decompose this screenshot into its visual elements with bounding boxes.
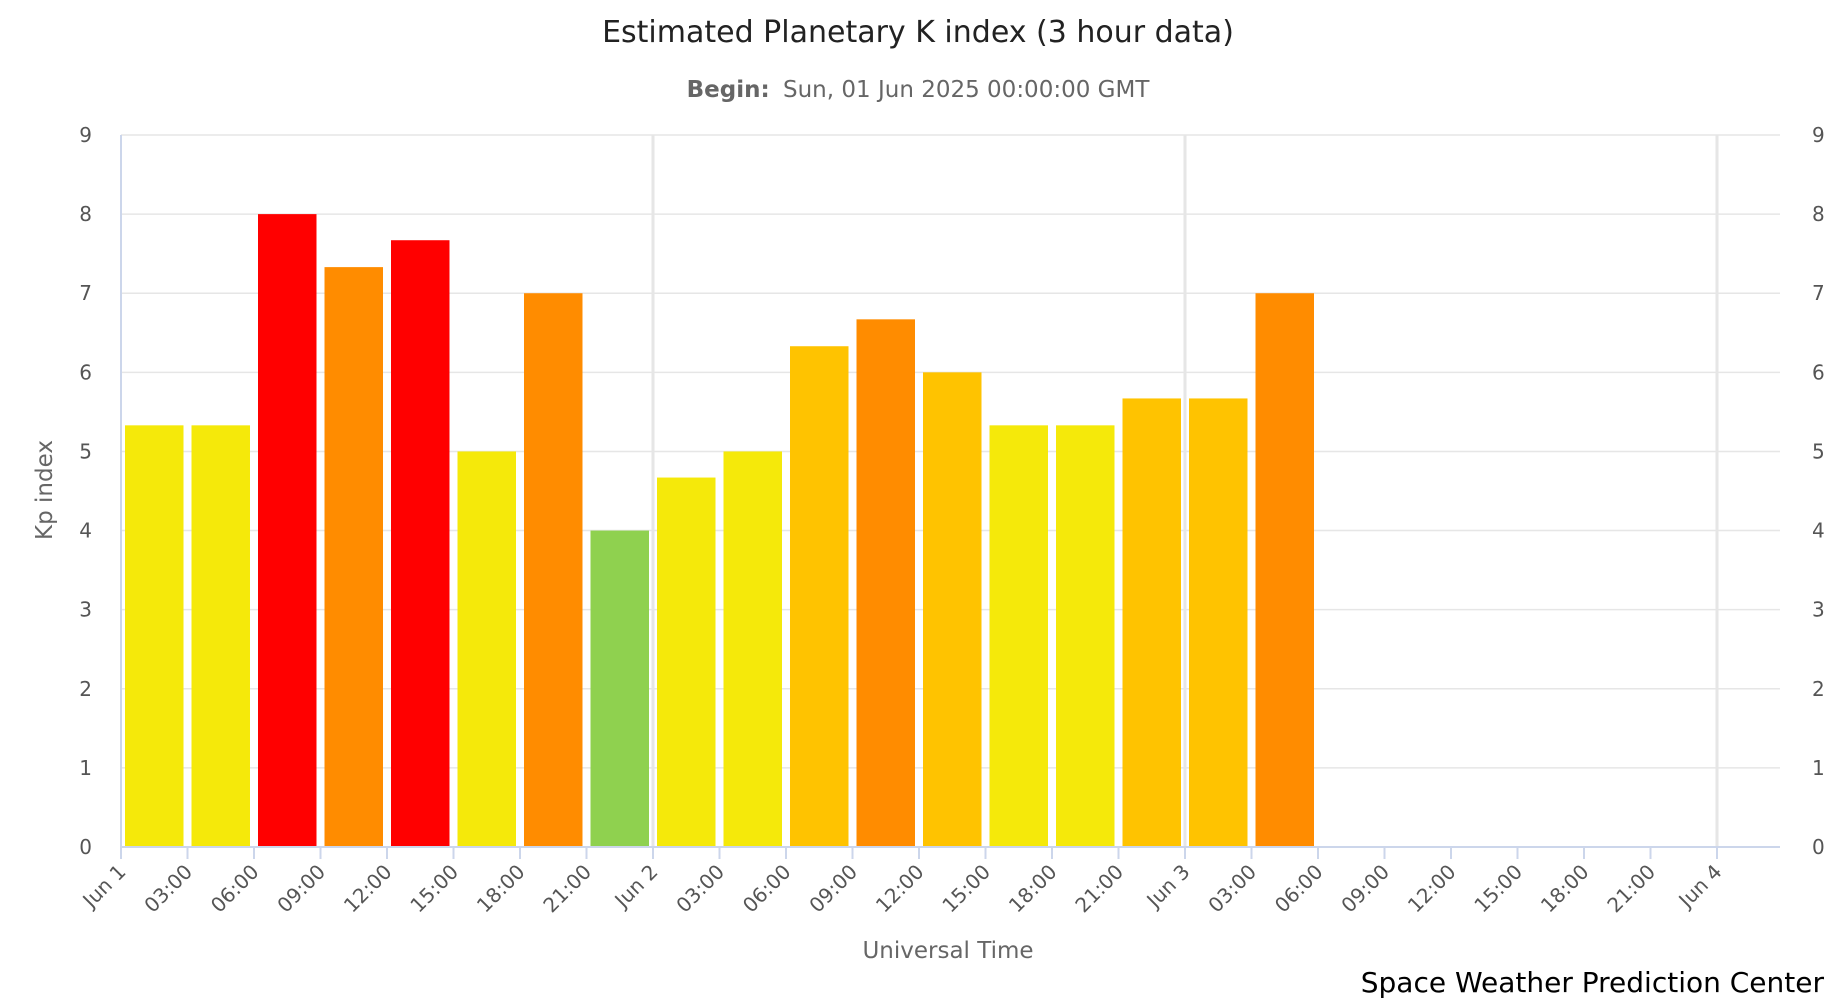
x-axis: Jun 1 03:00 06:00 09:00 12:00 15:00 18:00 21:00…	[77, 860, 1727, 918]
chart-subtitle: Begin: Sun, 01 Jun 2025 00:00:00 GMT	[687, 77, 1151, 103]
subtitle-value: Sun, 01 Jun 2025 00:00:00 GMT	[783, 77, 1150, 103]
y-tick-label-right: 7	[1812, 281, 1825, 305]
y-tick-label-left: 7	[79, 281, 92, 305]
kp-bar	[1056, 425, 1115, 847]
kp-bar	[324, 267, 383, 847]
kp-bar	[856, 319, 915, 848]
credit-label: Space Weather Prediction Center	[1361, 966, 1825, 999]
y-tick-label-right: 6	[1812, 360, 1825, 384]
x-tick-label: Jun 1	[77, 860, 131, 914]
x-tick-label: 15:00	[405, 860, 463, 918]
y-tick-label-left: 9	[79, 123, 92, 147]
x-tick-label: Jun 4	[1673, 860, 1727, 914]
y-tick-label-left: 8	[79, 202, 92, 226]
x-tick-label: 09:00	[804, 860, 862, 918]
y-tick-label-right: 3	[1812, 598, 1825, 622]
x-tick-label: 03:00	[671, 860, 729, 918]
kp-bar	[1122, 398, 1181, 847]
y-axis-title: Kp index	[32, 440, 58, 540]
x-axis-title: Universal Time	[862, 938, 1033, 964]
y-tick-label-left: 5	[79, 439, 92, 463]
kp-bar	[657, 477, 716, 847]
x-tick-label: 21:00	[1602, 860, 1660, 918]
y-tick-label-left: 4	[79, 519, 92, 543]
kp-bar	[590, 530, 649, 847]
x-tick-label: 06:00	[206, 860, 264, 918]
kp-bar	[1189, 398, 1248, 847]
y-tick-label-right: 2	[1812, 677, 1825, 701]
x-tick-label: 06:00	[738, 860, 796, 918]
y-tick-label-left: 0	[79, 835, 92, 859]
x-tick-label: 12:00	[339, 860, 397, 918]
x-tick-label: 03:00	[1203, 860, 1261, 918]
x-tick-label: 09:00	[272, 860, 330, 918]
bars	[125, 214, 1314, 848]
kp-bar	[191, 425, 250, 847]
kp-bar	[391, 240, 450, 847]
x-tick-label: 18:00	[1004, 860, 1062, 918]
x-tick-label: Jun 2	[609, 860, 663, 914]
y-tick-label-left: 1	[79, 756, 92, 780]
kp-bar	[723, 451, 782, 847]
subtitle-label: Begin:	[687, 77, 770, 103]
y-tick-label-left: 6	[79, 360, 92, 384]
x-tick-label: 12:00	[871, 860, 929, 918]
kp-bar	[125, 425, 184, 847]
y-tick-label-right: 0	[1812, 835, 1825, 859]
y-tick-label-right: 9	[1812, 123, 1825, 147]
axes	[120, 135, 1780, 859]
x-tick-label: Jun 3	[1141, 860, 1195, 914]
y-axis-right: 0 1 2 3 4 5 6 7 8 9	[1812, 123, 1825, 859]
kp-bar	[923, 372, 982, 847]
x-tick-label: 15:00	[937, 860, 995, 918]
x-tick-label: 15:00	[1469, 860, 1527, 918]
y-tick-label-right: 5	[1812, 439, 1825, 463]
x-tick-label: 09:00	[1336, 860, 1394, 918]
y-tick-label-left: 2	[79, 677, 92, 701]
y-axis-left: 0 1 2 3 4 5 6 7 8 9	[79, 123, 92, 859]
chart-title: Estimated Planetary K index (3 hour data…	[602, 15, 1234, 50]
kp-bar	[524, 293, 583, 847]
y-tick-label-left: 3	[79, 598, 92, 622]
y-tick-label-right: 4	[1812, 519, 1825, 543]
kp-bar	[1255, 293, 1314, 847]
x-tick-label: 21:00	[538, 860, 596, 918]
kp-bar	[790, 346, 849, 847]
x-tick-label: 18:00	[1536, 860, 1594, 918]
x-tick-label: 21:00	[1070, 860, 1128, 918]
kp-bar	[457, 451, 516, 847]
y-tick-label-right: 8	[1812, 202, 1825, 226]
x-tick-label: 06:00	[1270, 860, 1328, 918]
x-tick-label: 12:00	[1403, 860, 1461, 918]
kp-bar	[989, 425, 1048, 847]
kp-bar	[258, 214, 317, 848]
x-tick-label: 18:00	[472, 860, 530, 918]
y-tick-label-right: 1	[1812, 756, 1825, 780]
x-tick-label: 03:00	[139, 860, 197, 918]
